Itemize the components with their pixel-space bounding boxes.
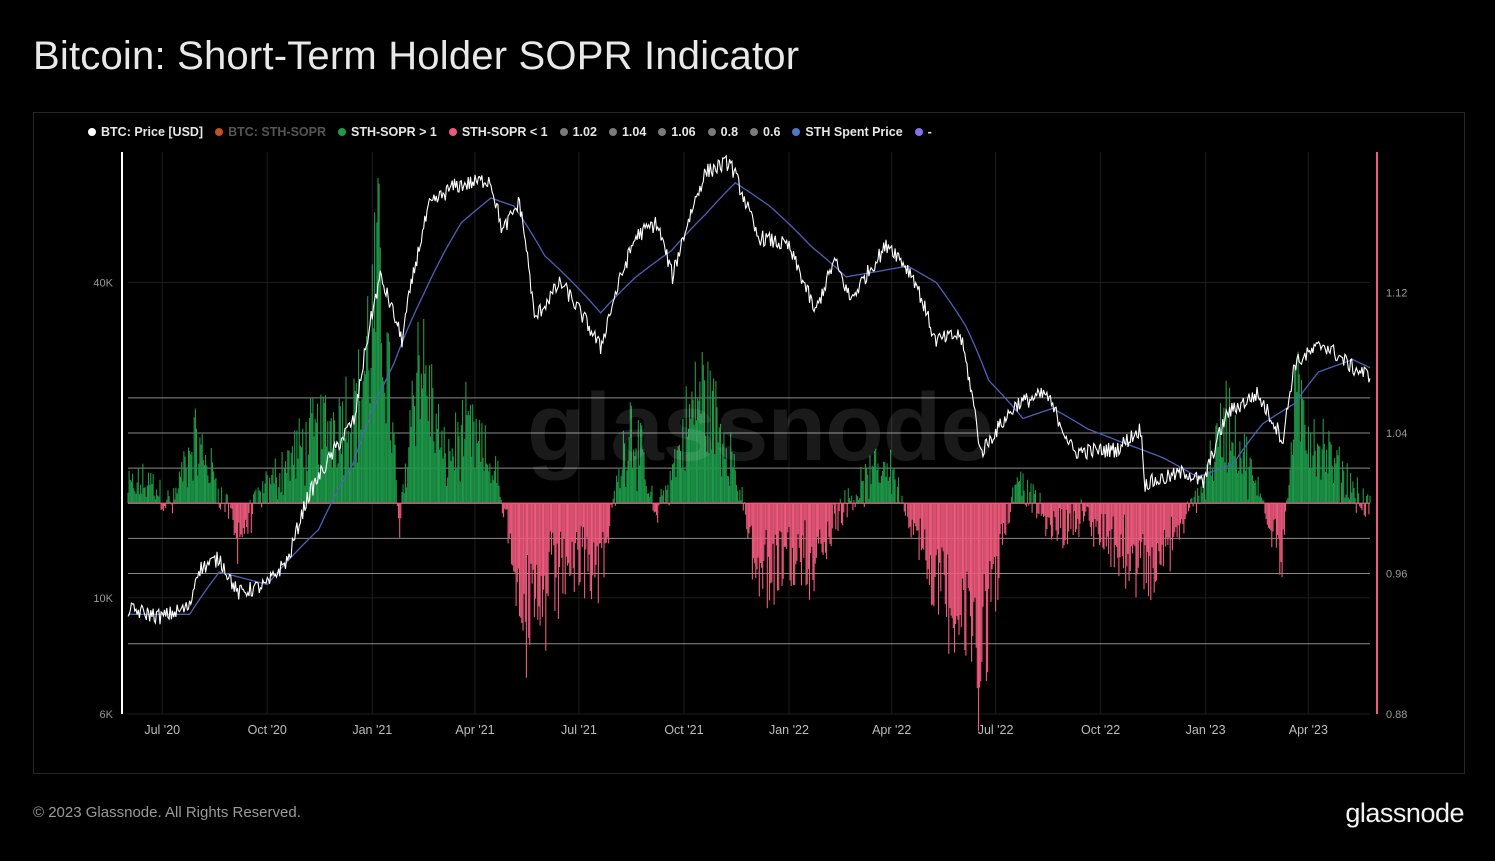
chart-legend: BTC: Price [USD] BTC: STH-SOPR STH-SOPR …: [88, 124, 944, 140]
sth-spent-price-line: [128, 181, 1371, 615]
y-tick-label: 1.04: [1386, 428, 1407, 440]
y-tick-label: 1.12: [1386, 288, 1407, 300]
x-tick-label: Jul '21: [561, 723, 597, 737]
legend-label: BTC: STH-SOPR: [228, 125, 327, 139]
x-tick-label: Apr '21: [455, 723, 494, 737]
legend-label: 1.02: [572, 125, 597, 139]
legend-label: 1.06: [671, 125, 696, 139]
legend-dot-icon: [750, 128, 759, 136]
legend-label: BTC: Price [USD]: [101, 125, 204, 139]
glassnode-logo[interactable]: glassnode: [1345, 798, 1464, 828]
left-axis-ticks: 40K 10K 6K: [93, 278, 113, 721]
y-tick-label: 40K: [93, 278, 113, 290]
legend-label: STH-SOPR > 1: [351, 125, 437, 139]
legend-label: 0.8: [720, 125, 739, 139]
legend-item-extra[interactable]: -: [914, 125, 932, 139]
right-axis-ticks: 1.12 1.04 0.96 0.88: [1386, 288, 1407, 722]
legend-dot-icon: [707, 128, 716, 136]
legend-dot-icon: [88, 128, 96, 136]
x-tick-label: Jan '23: [1186, 723, 1226, 737]
y-tick-label: 6K: [100, 709, 114, 721]
x-tick-label: Jul '22: [978, 723, 1014, 737]
sopr-bars: [127, 177, 1371, 731]
legend-item-sth-spent-price[interactable]: STH Spent Price: [792, 125, 903, 139]
legend-label: 0.6: [763, 125, 781, 139]
legend-dot-icon: [792, 128, 801, 136]
y-tick-label: 10K: [93, 593, 113, 605]
x-tick-label: Oct '20: [248, 723, 287, 737]
btc-price-line: [127, 154, 1371, 625]
legend-dot-icon: [448, 128, 457, 136]
legend-label: 1.04: [621, 125, 647, 139]
legend-item-0-8[interactable]: 0.8: [707, 125, 739, 139]
x-tick-label: Apr '22: [872, 723, 911, 737]
x-tick-label: Oct '21: [664, 723, 703, 737]
legend-item-price[interactable]: BTC: Price [USD]: [88, 125, 203, 139]
footer-copyright: © 2023 Glassnode. All Rights Reserved.: [33, 804, 301, 821]
y-tick-label: 0.88: [1386, 709, 1407, 721]
legend-dot-icon: [608, 128, 617, 136]
y-tick-label: 0.96: [1386, 569, 1407, 581]
legend-item-1-04[interactable]: 1.04: [608, 125, 647, 139]
x-tick-label: Oct '22: [1081, 723, 1120, 737]
legend-label: STH Spent Price: [805, 125, 903, 139]
legend-item-1-02[interactable]: 1.02: [559, 125, 597, 139]
x-tick-label: Apr '23: [1289, 723, 1328, 737]
legend-label: STH-SOPR < 1: [461, 125, 548, 139]
legend-item-0-6[interactable]: 0.6: [750, 125, 780, 139]
legend-label: -: [927, 125, 932, 139]
legend-dot-icon: [338, 128, 347, 136]
legend-dot-icon: [559, 128, 568, 136]
legend-dot-icon: [914, 128, 923, 136]
legend-item-sopr-below[interactable]: STH-SOPR < 1: [448, 125, 548, 139]
legend-dot-icon: [658, 128, 667, 136]
x-tick-label: Jan '21: [352, 723, 392, 737]
legend-dot-icon: [215, 128, 224, 136]
x-axis-ticks: Jul '20 Oct '20 Jan '21 Apr '21 Jul '21 Oct '…: [144, 723, 1328, 737]
x-tick-label: Jan '22: [769, 723, 809, 737]
legend-item-sth-sopr[interactable]: BTC: STH-SOPR: [215, 125, 326, 139]
legend-item-1-06[interactable]: 1.06: [658, 125, 696, 139]
page-title: Bitcoin: Short-Term Holder SOPR Indicato…: [33, 34, 800, 78]
legend-item-sopr-above[interactable]: STH-SOPR > 1: [338, 125, 437, 139]
x-tick-label: Jul '20: [144, 723, 180, 737]
